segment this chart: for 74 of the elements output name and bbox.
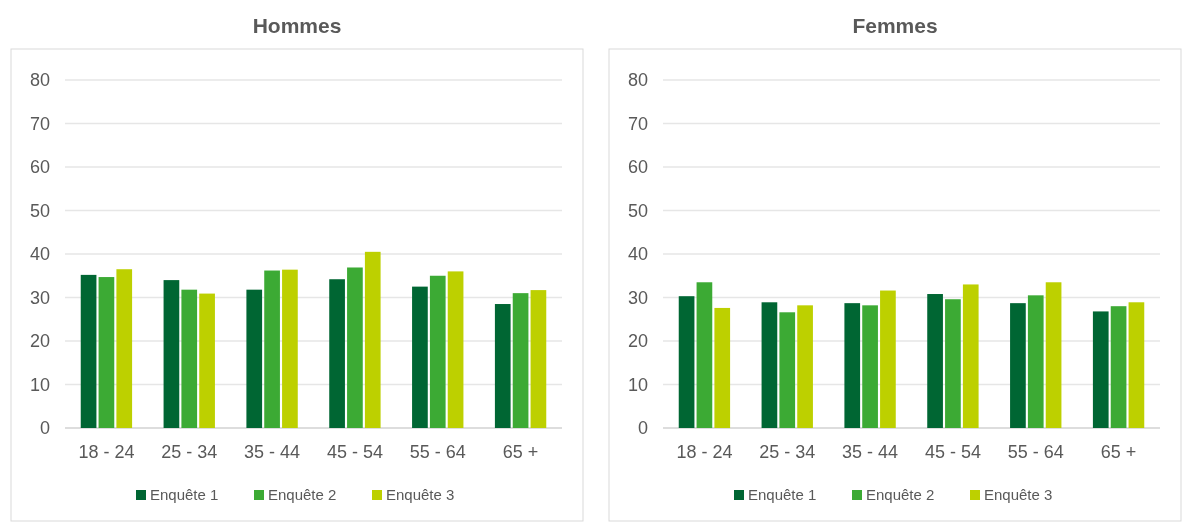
bar [696,282,713,428]
bar [364,251,381,428]
x-tick-label: 35 - 44 [842,442,899,462]
bar [678,296,695,428]
y-tick-label: 20 [29,331,50,352]
bar [1027,295,1044,428]
y-tick-label: 50 [29,200,50,221]
bar [1045,282,1062,428]
y-tick-label: 40 [627,244,648,265]
bar [512,293,529,428]
x-tick-label: 18 - 24 [78,442,135,462]
bar [927,294,943,428]
y-tick-label: 20 [627,331,648,352]
x-tick-label: 25 - 34 [759,442,816,462]
bar [1110,306,1127,428]
x-tick-label: 35 - 44 [244,442,301,462]
bar [98,277,115,428]
x-tick-label: 45 - 54 [326,442,383,462]
y-tick-label: 10 [627,374,648,395]
bar [264,270,280,428]
legend-label: Enquête 1 [150,486,219,504]
bar [945,299,961,428]
y-tick-label: 30 [627,287,648,308]
x-tick-label: 65 + [1100,442,1137,462]
bar [329,279,345,428]
bar [714,307,731,428]
y-tick-label: 80 [29,70,50,91]
bar [797,305,813,428]
legend-label: Enquête 1 [748,486,817,504]
legend-label: Enquête 3 [386,486,455,504]
bar [80,274,97,428]
y-tick-label: 30 [29,287,50,308]
y-tick-label: 70 [29,113,50,134]
y-tick-label: 40 [29,244,50,265]
bar [246,289,263,428]
bar [282,269,298,428]
x-tick-label: 55 - 64 [1007,442,1064,462]
bar [1128,302,1145,428]
bar [880,290,896,428]
legend-label: Enquête 2 [268,486,337,504]
y-tick-label: 0 [637,418,648,439]
y-tick-label: 50 [627,200,648,221]
bar [347,267,363,428]
y-tick-label: 80 [627,70,648,91]
bar [163,280,180,428]
x-tick-label: 55 - 64 [409,442,466,462]
bar [1092,311,1109,428]
bar [116,269,133,428]
x-tick-label: 18 - 24 [676,442,733,462]
y-tick-label: 10 [29,374,50,395]
legend-label: Enquête 2 [866,486,935,504]
bar [844,303,861,428]
bar [962,284,979,428]
y-tick-label: 60 [29,157,50,178]
bar [412,286,428,428]
bar [429,275,446,428]
bar [199,293,215,428]
chart-title: Femmes [852,14,938,37]
bar [1010,303,1026,428]
bar [447,271,464,428]
bar [862,305,878,428]
x-tick-label: 65 + [502,442,539,462]
bar [530,290,547,428]
bar [779,312,796,428]
y-tick-label: 60 [627,157,648,178]
bar [494,304,511,428]
y-tick-label: 70 [627,113,648,134]
y-tick-label: 0 [39,418,50,439]
legend-label: Enquête 3 [984,486,1053,504]
bar [761,302,778,428]
bar [181,289,198,428]
x-tick-label: 45 - 54 [924,442,981,462]
x-tick-label: 25 - 34 [161,442,218,462]
chart-title: Hommes [252,14,342,37]
